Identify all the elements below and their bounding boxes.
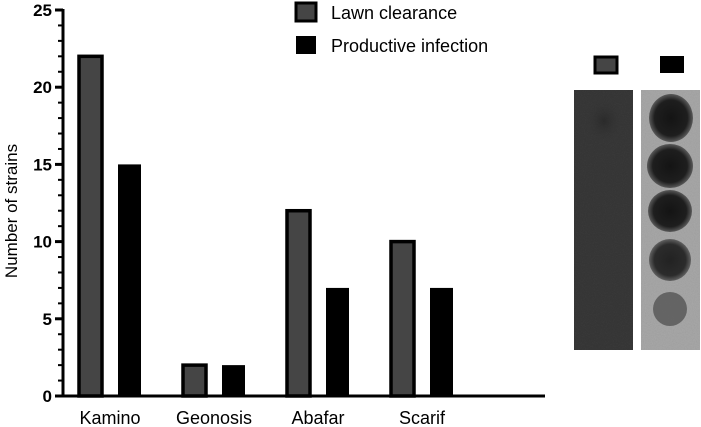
x-tick-label: Kamino [79,408,140,427]
y-tick-label: 0 [43,387,52,406]
bar-abafar-lawn-clearance [285,208,312,398]
x-tick-labels: Kamino Geonosis Abafar Scarif [79,408,446,427]
bars [77,54,453,398]
plate-assay-image [574,55,700,350]
bar-geonosis-lawn-clearance [181,363,208,398]
legend: Lawn clearance Productive infection [294,1,488,56]
plaque-spot-1 [649,94,693,142]
bar-scarif-productive-infection [430,287,453,396]
plaque-spot-5 [653,292,687,326]
bar-abafar-productive-infection [326,287,349,396]
y-tick-label: 25 [33,1,52,20]
y-ticks [55,8,63,398]
y-axis-title: Number of strains [2,144,21,278]
swatch-productive-infection [660,56,684,73]
bar-kamino-productive-infection [118,164,141,396]
legend-swatch-productive-infection [296,36,316,54]
plate-strip-right [641,90,700,350]
y-tick-labels: 0 5 10 15 20 25 [33,1,52,406]
y-tick-label: 15 [33,155,52,174]
plaque-spot-2 [647,144,693,188]
bar-geonosis-productive-infection [222,365,245,396]
x-tick-label: Geonosis [176,408,252,427]
legend-swatch-lawn-clearance [294,1,318,23]
x-tick-label: Scarif [399,408,446,427]
legend-label: Lawn clearance [331,3,457,23]
x-tick-label: Abafar [291,408,344,427]
plaque-spot-4 [649,239,691,281]
y-tick-label: 5 [43,310,52,329]
swatch-lawn-clearance [593,55,619,75]
bar-scarif-lawn-clearance [389,239,416,398]
y-tick-label: 20 [33,78,52,97]
bar-chart: 0 5 10 15 20 25 Kamino Geonosis Abafar Scarif Nu… [2,1,545,427]
y-tick-label: 10 [33,233,52,252]
legend-label: Productive infection [331,36,488,56]
bar-kamino-lawn-clearance [77,54,104,398]
plaque-spot-3 [648,190,692,232]
plate-strip-left [574,90,633,350]
